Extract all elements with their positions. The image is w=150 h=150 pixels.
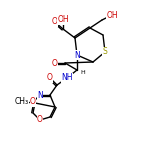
Text: CH₃: CH₃: [15, 98, 29, 106]
Text: NH: NH: [61, 74, 73, 82]
Text: H: H: [81, 70, 85, 75]
Text: O: O: [30, 98, 36, 106]
Text: O: O: [37, 116, 43, 124]
Text: N: N: [74, 51, 80, 60]
Text: OH: OH: [57, 15, 69, 24]
Text: O: O: [47, 74, 53, 82]
Text: O: O: [52, 58, 58, 68]
Text: OH: OH: [106, 11, 118, 20]
Text: N: N: [37, 90, 43, 99]
Text: O: O: [52, 18, 58, 27]
Text: S: S: [103, 48, 107, 57]
